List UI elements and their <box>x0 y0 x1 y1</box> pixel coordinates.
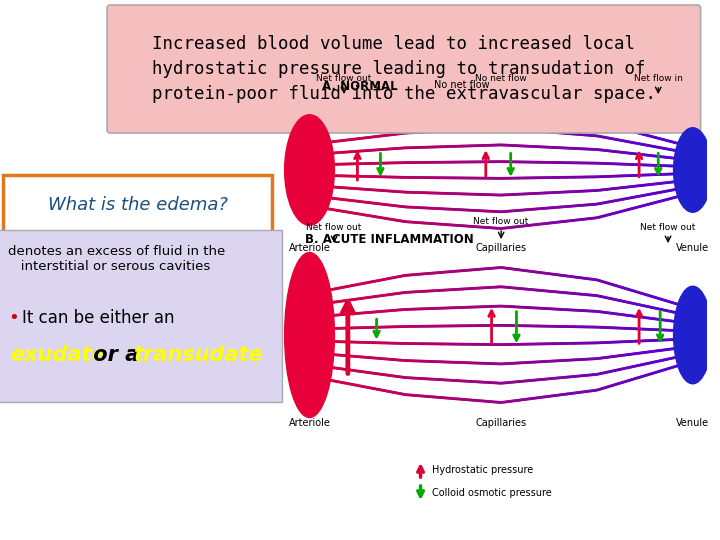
Text: Net flow out: Net flow out <box>474 217 528 226</box>
Text: or a: or a <box>86 345 147 365</box>
Text: •: • <box>8 309 19 327</box>
Text: It can be either an: It can be either an <box>22 309 174 327</box>
Text: Net flow out: Net flow out <box>640 223 696 232</box>
Text: Venule: Venule <box>676 418 709 428</box>
Text: Arteriole: Arteriole <box>289 243 330 253</box>
Text: B. ACUTE INFLAMMATION: B. ACUTE INFLAMMATION <box>305 233 473 246</box>
Text: Colloid osmotic pressure: Colloid osmotic pressure <box>432 488 552 498</box>
FancyBboxPatch shape <box>107 5 701 133</box>
Text: Venule: Venule <box>676 243 709 253</box>
FancyBboxPatch shape <box>3 175 272 234</box>
Text: A. NORMAL: A. NORMAL <box>323 80 398 93</box>
Text: Arteriole: Arteriole <box>289 418 330 428</box>
Ellipse shape <box>674 128 712 212</box>
Text: Capillaries: Capillaries <box>476 243 527 253</box>
Text: Increased blood volume lead to increased local
hydrostatic pressure leading to t: Increased blood volume lead to increased… <box>152 35 656 103</box>
Text: Capillaries: Capillaries <box>476 418 527 428</box>
Text: What is the edema?: What is the edema? <box>48 196 228 214</box>
Text: No net flow: No net flow <box>475 74 527 83</box>
Text: denotes an excess of fluid in the
   interstitial or serous cavities: denotes an excess of fluid in the inters… <box>8 245 225 273</box>
FancyBboxPatch shape <box>0 230 282 402</box>
Ellipse shape <box>674 286 712 384</box>
Ellipse shape <box>284 253 334 417</box>
Text: Net flow out: Net flow out <box>316 74 372 83</box>
Text: transudate: transudate <box>132 345 262 365</box>
Text: Net flow out: Net flow out <box>307 223 362 232</box>
Text: No net flow: No net flow <box>434 80 490 90</box>
Text: exudate: exudate <box>10 345 106 365</box>
Ellipse shape <box>284 115 334 225</box>
Text: Hydrostatic pressure: Hydrostatic pressure <box>432 465 534 475</box>
Text: Net flow in: Net flow in <box>634 74 683 83</box>
